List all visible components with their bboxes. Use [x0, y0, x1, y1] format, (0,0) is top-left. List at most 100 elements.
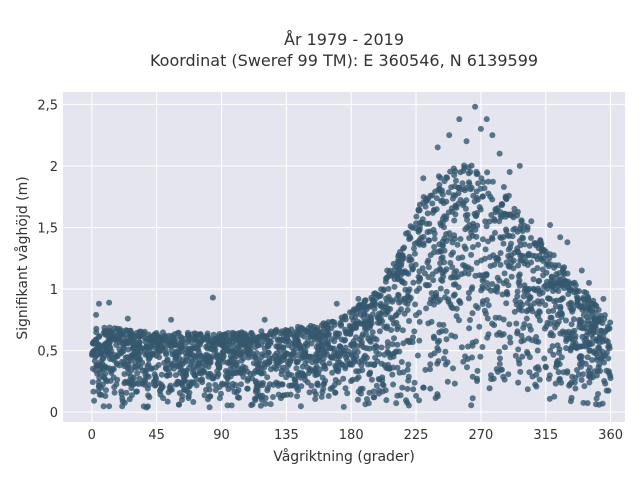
data-point [476, 323, 483, 330]
data-point [383, 299, 390, 306]
data-point [568, 321, 575, 328]
data-point [145, 392, 152, 399]
data-point [123, 389, 130, 396]
data-point [444, 359, 451, 366]
data-point [433, 206, 440, 213]
data-point [391, 283, 398, 290]
data-point [355, 396, 361, 403]
data-point [275, 391, 282, 398]
data-point [389, 371, 396, 378]
data-point [484, 315, 491, 322]
data-point [389, 298, 396, 305]
data-point [319, 342, 326, 349]
data-point [358, 339, 365, 346]
data-point [95, 383, 102, 390]
data-point [557, 303, 564, 310]
data-point [492, 229, 498, 236]
data-point [342, 385, 349, 392]
data-point [335, 379, 342, 386]
data-point [385, 285, 392, 292]
data-point [512, 297, 519, 304]
data-point [227, 365, 234, 372]
data-point [336, 359, 343, 366]
data-point [250, 351, 257, 358]
data-point [485, 302, 492, 309]
data-point [379, 381, 386, 388]
data-point [489, 235, 496, 242]
data-point [265, 358, 272, 365]
data-point [136, 331, 143, 338]
data-point [439, 219, 446, 226]
data-point [172, 372, 179, 379]
data-point [206, 393, 213, 400]
data-point [253, 335, 260, 342]
data-point [497, 212, 504, 219]
data-point [456, 298, 463, 305]
data-point [500, 240, 507, 247]
data-point [489, 281, 496, 287]
data-point [527, 294, 534, 301]
data-point [362, 401, 369, 408]
data-point [540, 272, 547, 279]
data-point [430, 277, 437, 284]
data-point [462, 245, 469, 252]
data-point [320, 385, 327, 392]
data-point [385, 305, 392, 312]
data-point [464, 364, 470, 371]
data-point [392, 312, 399, 319]
data-point [459, 186, 466, 193]
data-point [511, 308, 518, 315]
data-point [546, 372, 553, 379]
data-point [205, 342, 211, 349]
data-point [432, 395, 439, 401]
data-point [403, 230, 409, 237]
data-point [477, 353, 484, 360]
data-point [437, 174, 444, 181]
data-point [486, 218, 493, 225]
data-point [533, 371, 540, 378]
data-point [295, 341, 302, 347]
data-point [503, 195, 510, 202]
data-point [362, 297, 369, 304]
data-point [281, 353, 288, 360]
data-point [167, 342, 174, 349]
data-point [278, 367, 285, 374]
data-point [244, 385, 251, 392]
data-point [178, 396, 185, 403]
data-point [321, 380, 328, 387]
data-point [485, 178, 492, 185]
data-point [181, 369, 187, 376]
data-point [185, 395, 192, 402]
data-point [459, 254, 466, 261]
data-point [338, 322, 344, 329]
data-point [569, 308, 576, 315]
data-point [526, 369, 533, 376]
data-point [477, 206, 484, 213]
data-point [518, 332, 525, 339]
data-point [322, 335, 329, 342]
data-point [121, 361, 128, 368]
data-point [513, 320, 520, 327]
data-point [484, 280, 491, 287]
data-point [555, 369, 562, 376]
data-point [505, 282, 512, 289]
data-point [111, 384, 118, 391]
data-point [268, 366, 274, 373]
data-point [555, 262, 562, 269]
data-point [170, 337, 177, 344]
data-point [452, 211, 459, 218]
data-point [126, 396, 133, 403]
data-point [469, 310, 476, 317]
data-point [199, 363, 205, 370]
data-point [601, 378, 608, 384]
data-point [244, 347, 251, 354]
data-point [533, 334, 540, 340]
data-point [537, 237, 544, 244]
data-point [583, 290, 590, 296]
data-point [442, 348, 449, 355]
data-point [221, 345, 228, 352]
data-point [603, 367, 610, 374]
x-tick-label: 270 [468, 428, 493, 443]
data-point [107, 351, 114, 357]
data-point [145, 356, 152, 363]
